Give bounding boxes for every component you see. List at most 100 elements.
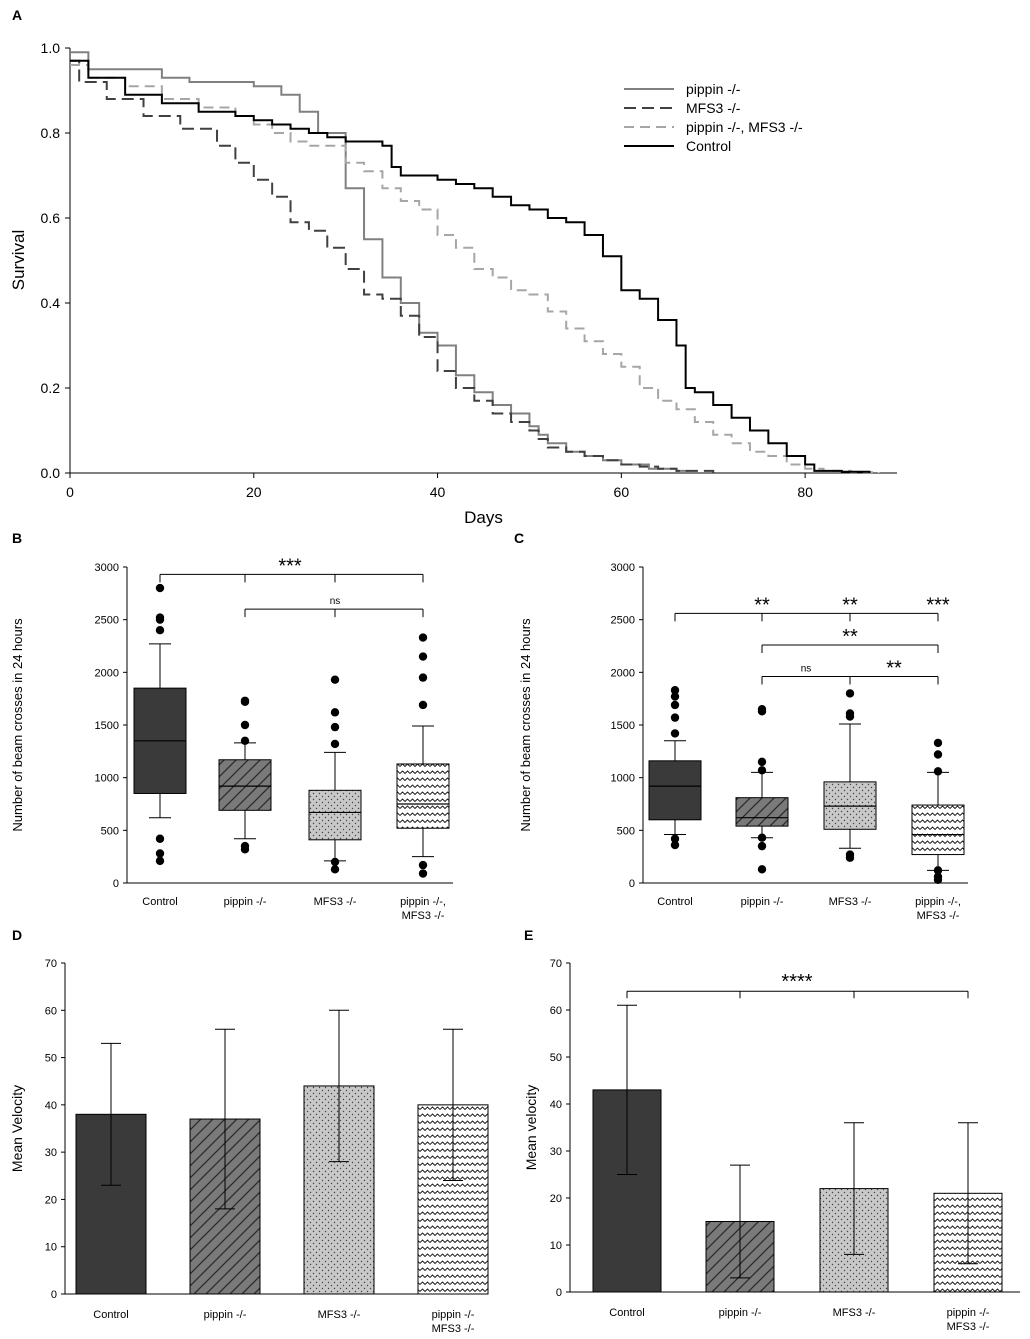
outlier-point bbox=[418, 700, 428, 710]
legend-label: pippin -/-, MFS3 -/- bbox=[686, 119, 803, 135]
series-line-control bbox=[70, 59, 871, 473]
significance-label: ** bbox=[886, 658, 902, 680]
panel-d-bar-chart: D 0 10 20 30 40 50 60 70 Mean Velocity Control pipp… bbox=[9, 927, 489, 1335]
outlier-point bbox=[933, 872, 943, 881]
x-tick-label: pippin -/-, bbox=[400, 896, 446, 908]
x-tick-label: MFS3 -/- bbox=[318, 1309, 361, 1321]
x-tick-label: MFS3 -/- bbox=[829, 896, 872, 908]
y-tick-label: 0.2 bbox=[41, 380, 61, 396]
x-tick-label: 40 bbox=[430, 484, 446, 500]
x-tick-label: pippin -/- bbox=[432, 1309, 475, 1321]
outlier-point bbox=[155, 626, 165, 635]
y-tick-label: 2500 bbox=[95, 615, 119, 627]
outlier-point bbox=[418, 860, 428, 870]
outlier-point bbox=[155, 856, 165, 866]
y-tick-label: 2000 bbox=[611, 667, 635, 679]
outlier-point bbox=[933, 866, 943, 875]
box-mfs3 bbox=[308, 675, 362, 874]
y-tick-label: 30 bbox=[550, 1146, 562, 1158]
x-tick-label: pippin -/- bbox=[947, 1307, 990, 1319]
outlier-point bbox=[330, 708, 340, 717]
box-pippin bbox=[218, 696, 272, 854]
box-body bbox=[396, 763, 450, 829]
bar-double bbox=[933, 1122, 1003, 1293]
box-double bbox=[396, 633, 450, 878]
outlier-point bbox=[845, 709, 855, 718]
significance-label: ns bbox=[330, 596, 341, 607]
outlier-point bbox=[330, 675, 340, 684]
x-tick-label: pippin -/- bbox=[719, 1307, 762, 1319]
box-control bbox=[133, 583, 187, 866]
significance-label: *** bbox=[926, 594, 950, 616]
outlier-point bbox=[418, 633, 428, 642]
outlier-point bbox=[330, 865, 340, 874]
box-control bbox=[648, 686, 702, 850]
y-tick-label: 50 bbox=[45, 1053, 57, 1065]
x-tick-label: MFS3 -/- bbox=[833, 1307, 876, 1319]
box-body bbox=[648, 760, 702, 821]
y-axis-label: Mean Velocity bbox=[9, 1085, 25, 1172]
outlier-point bbox=[240, 736, 250, 745]
bar-control bbox=[75, 1042, 147, 1295]
y-tick-label: 60 bbox=[550, 1005, 562, 1017]
panel-c-box-chart: C 0 500 1000 1500 2000 2500 3000 Number of beam … bbox=[514, 530, 968, 922]
y-tick-label: 0 bbox=[51, 1289, 57, 1301]
y-tick-label: 50 bbox=[550, 1052, 562, 1064]
y-tick-label: 1500 bbox=[95, 720, 119, 732]
outlier-point bbox=[670, 686, 680, 695]
panel-e-bar-chart: E 0 10 20 30 40 50 60 70 Mean velocity Control pipp… bbox=[523, 927, 1020, 1333]
y-tick-label: 10 bbox=[550, 1240, 562, 1252]
panel-b-box-chart: B 0 500 1000 1500 2000 2500 3000 Number of beam … bbox=[10, 530, 453, 922]
outlier-point bbox=[240, 720, 250, 730]
x-tick-label: pippin -/- bbox=[741, 896, 784, 908]
x-tick-label: pippin -/-, bbox=[915, 896, 961, 908]
bar-pippin bbox=[189, 1028, 261, 1295]
x-tick-label: 80 bbox=[797, 484, 813, 500]
outlier-point bbox=[240, 841, 250, 851]
x-tick-label: Control bbox=[609, 1307, 644, 1319]
outlier-point bbox=[670, 834, 680, 843]
legend-label: MFS3 -/- bbox=[686, 100, 741, 116]
significance-label: **** bbox=[781, 971, 812, 993]
y-axis-label: Number of beam crosses in 24 hours bbox=[518, 618, 533, 832]
x-tick-label: MFS3 -/- bbox=[917, 910, 960, 922]
outlier-point bbox=[757, 833, 767, 842]
outlier-point bbox=[330, 722, 340, 732]
y-tick-label: 0.6 bbox=[41, 210, 61, 226]
y-tick-label: 2000 bbox=[95, 667, 119, 679]
x-tick-label: MFS3 -/- bbox=[402, 910, 445, 922]
box-body bbox=[308, 789, 362, 841]
x-tick-label: Control bbox=[142, 896, 177, 908]
y-tick-label: 0.4 bbox=[41, 295, 61, 311]
x-axis-label: Days bbox=[464, 508, 503, 527]
box-body bbox=[735, 797, 789, 827]
outlier-point bbox=[155, 613, 165, 622]
x-tick-label: pippin -/- bbox=[224, 896, 267, 908]
x-tick-label: pippin -/- bbox=[204, 1309, 247, 1321]
outlier-point bbox=[670, 840, 680, 850]
panel-label: B bbox=[12, 530, 22, 546]
outlier-point bbox=[757, 841, 767, 851]
significance-label: ** bbox=[842, 626, 858, 648]
y-tick-label: 2500 bbox=[611, 615, 635, 627]
outlier-point bbox=[418, 869, 428, 878]
outlier-point bbox=[757, 865, 767, 874]
outlier-point bbox=[670, 729, 680, 738]
y-axis-label: Number of beam crosses in 24 hours bbox=[10, 618, 25, 832]
y-tick-label: 3000 bbox=[95, 562, 119, 574]
legend-label: Control bbox=[686, 138, 731, 154]
outlier-point bbox=[670, 692, 680, 701]
outlier-point bbox=[155, 849, 165, 858]
outlier-point bbox=[240, 696, 250, 705]
y-tick-label: 40 bbox=[45, 1100, 57, 1112]
x-tick-label: 20 bbox=[246, 484, 262, 500]
box-double bbox=[911, 738, 965, 885]
outlier-point bbox=[330, 739, 340, 749]
outlier-point bbox=[670, 713, 680, 722]
outlier-point bbox=[418, 652, 428, 661]
outlier-point bbox=[757, 705, 767, 714]
bar-mfs3 bbox=[819, 1122, 889, 1293]
y-tick-label: 70 bbox=[550, 958, 562, 970]
outlier-point bbox=[155, 583, 165, 593]
box-body bbox=[911, 804, 965, 856]
